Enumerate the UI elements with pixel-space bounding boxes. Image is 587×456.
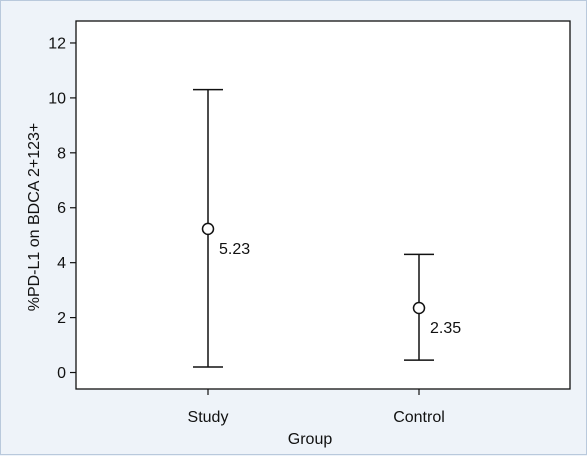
error-bar-control: 2.35: [404, 253, 461, 361]
x-tick-label-study: Study: [188, 409, 229, 426]
mean-marker-study: [201, 222, 215, 236]
mean-label-study: 5.23: [219, 241, 250, 258]
x-tick-label-control: Control: [393, 409, 445, 426]
y-tick-label: 0: [57, 365, 66, 382]
x-axis-ticks: Study Control: [188, 389, 445, 426]
mean-marker-control: [412, 301, 426, 315]
mean-label-control: 2.35: [430, 320, 461, 337]
y-axis-ticks: 0 2 4 6 8 10 12: [48, 35, 76, 382]
x-axis-title: Group: [288, 431, 333, 448]
y-tick-label: 12: [48, 35, 66, 52]
plot-area: [75, 20, 571, 390]
series-study-control: 5.23 2.35: [193, 88, 461, 368]
error-bar-study: 5.23: [193, 88, 250, 368]
y-tick-label: 2: [57, 310, 66, 327]
y-tick-label: 6: [57, 200, 66, 217]
y-tick-label: 8: [57, 145, 66, 162]
y-axis-title: %PD-L1 on BDCA 2+123+: [26, 123, 43, 312]
y-tick-label: 4: [57, 255, 66, 272]
y-tick-label: 10: [48, 90, 66, 107]
